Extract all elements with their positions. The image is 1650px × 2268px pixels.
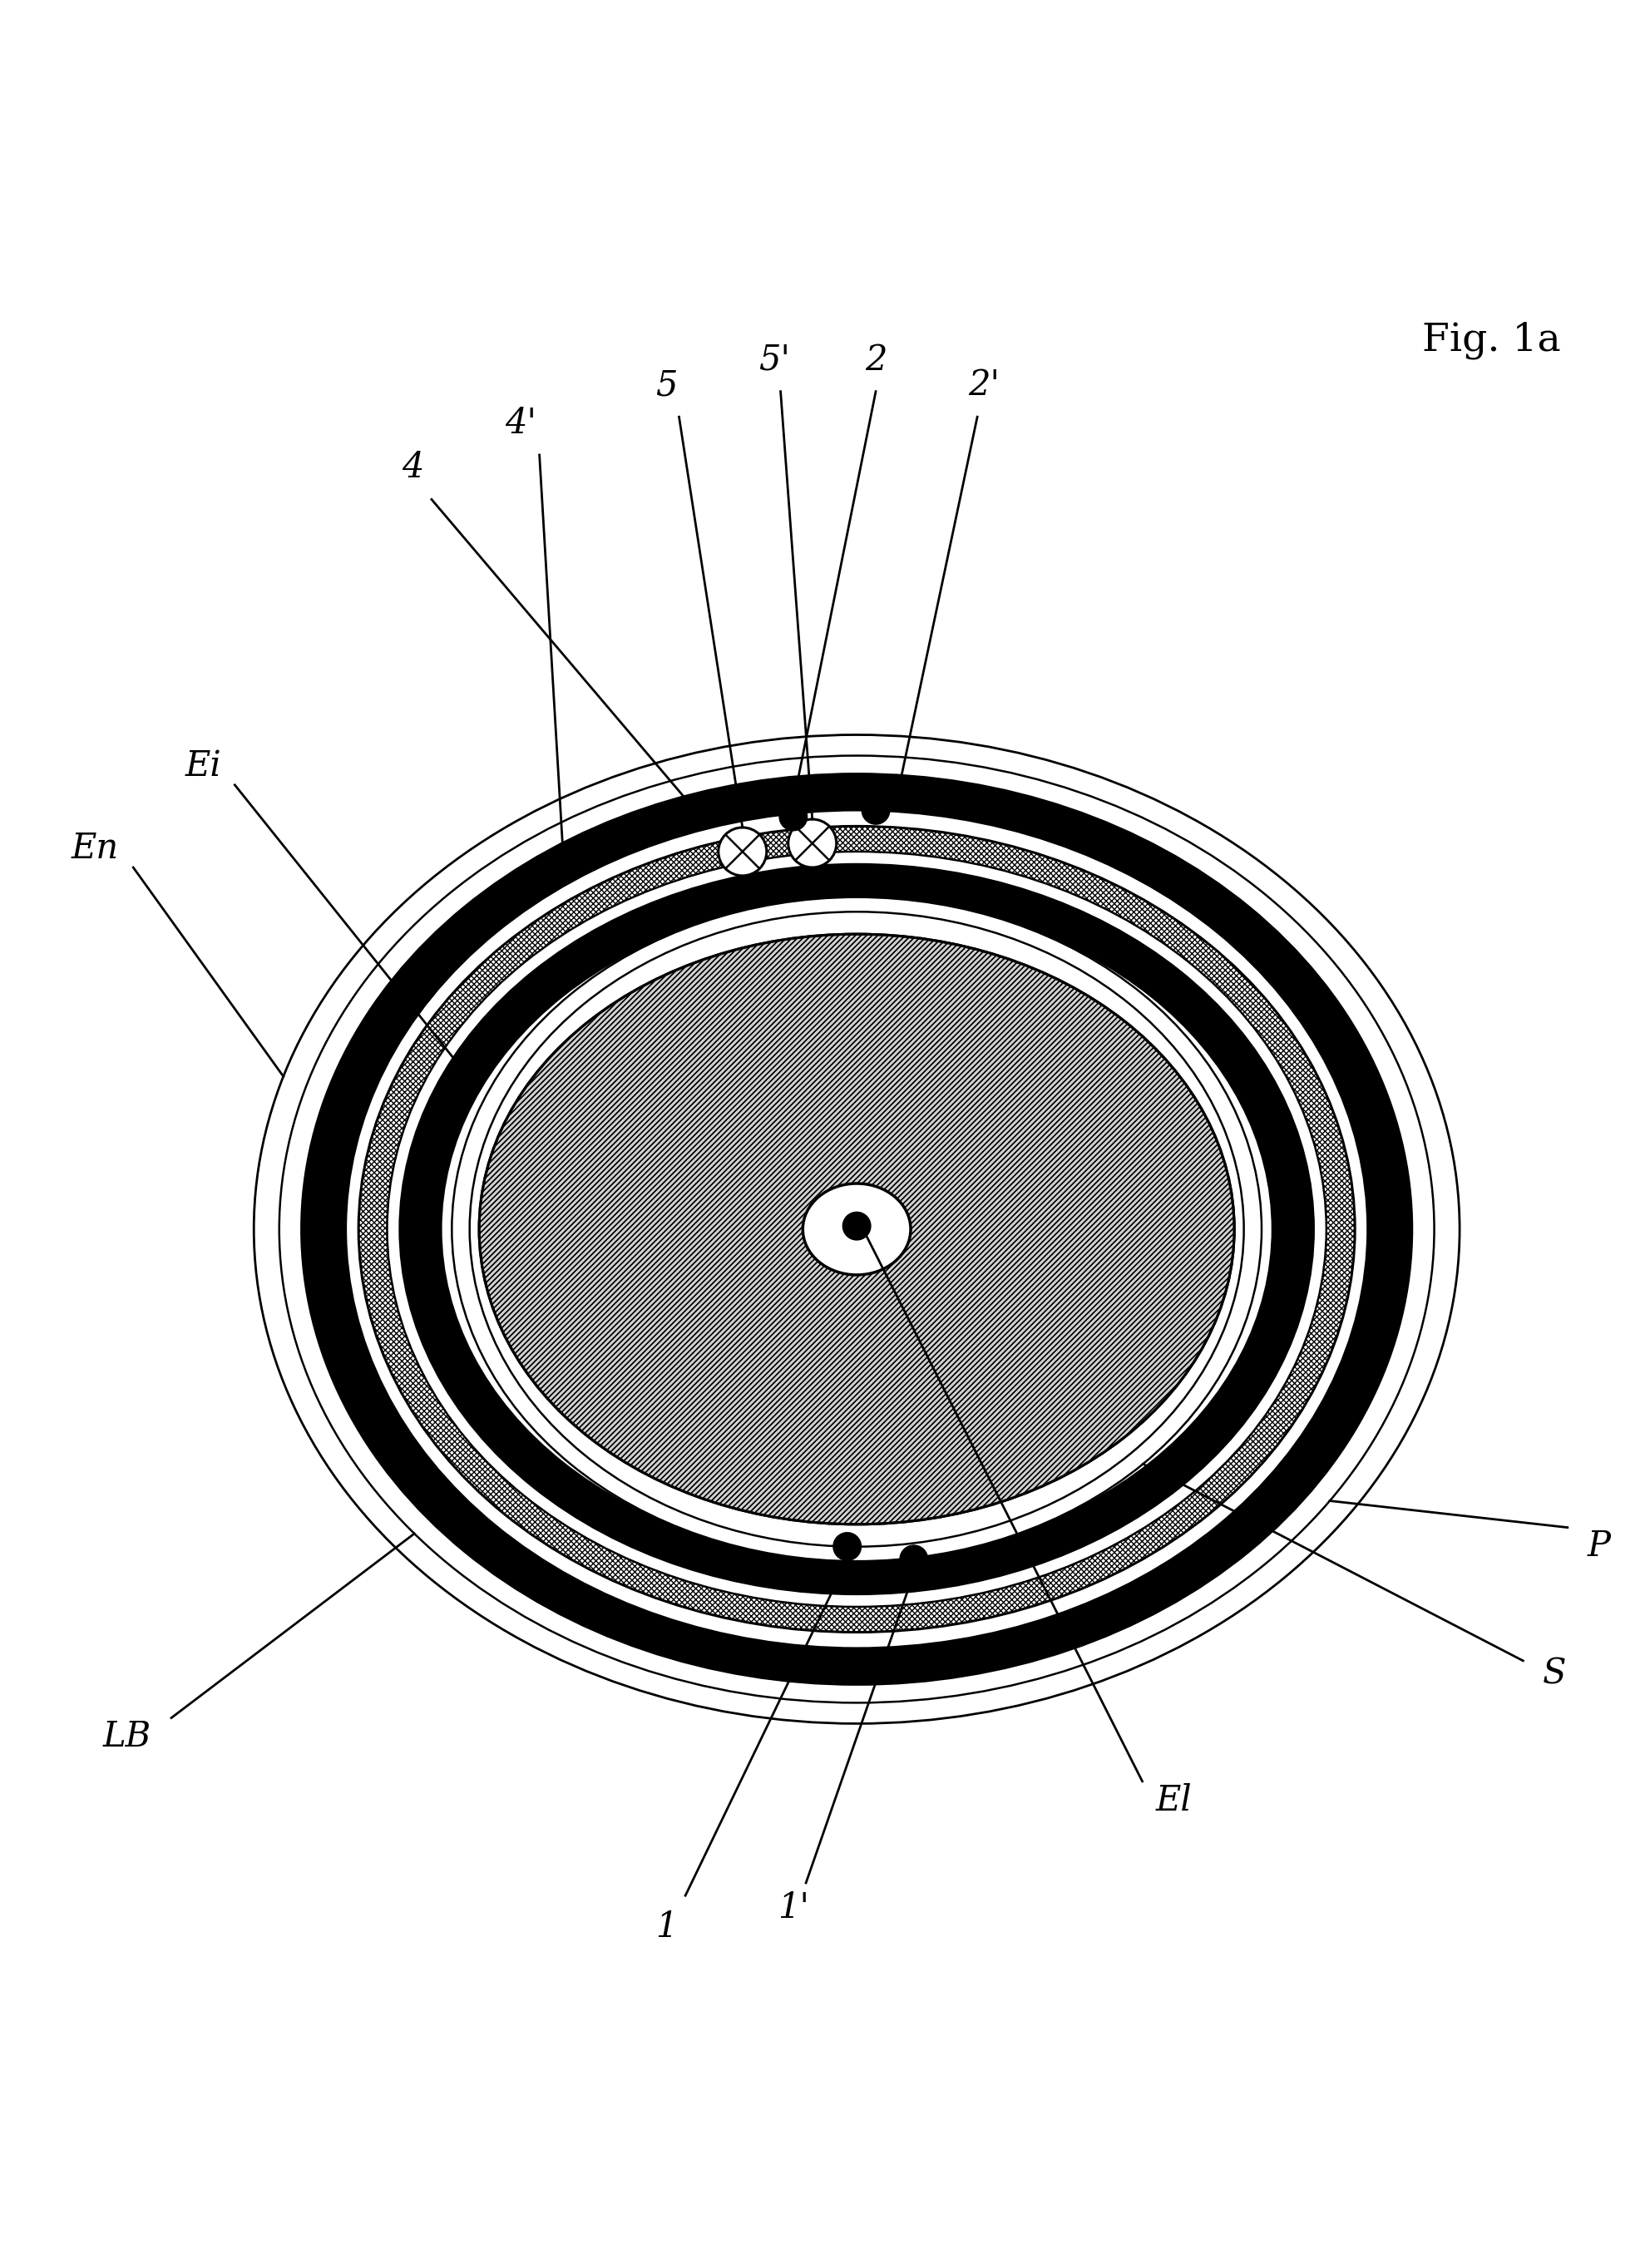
Ellipse shape (279, 755, 1434, 1703)
Ellipse shape (478, 934, 1234, 1524)
Text: P: P (1587, 1529, 1610, 1565)
Text: 5': 5' (759, 342, 790, 376)
Text: S: S (1543, 1656, 1566, 1692)
Text: 1: 1 (655, 1910, 678, 1944)
Ellipse shape (346, 810, 1368, 1649)
Ellipse shape (254, 735, 1460, 1724)
Ellipse shape (358, 826, 1355, 1633)
Ellipse shape (358, 826, 1355, 1633)
Text: Fig. 1a: Fig. 1a (1422, 322, 1561, 361)
Circle shape (861, 796, 889, 823)
Text: 1': 1' (777, 1892, 808, 1926)
Circle shape (779, 803, 807, 830)
Ellipse shape (478, 934, 1234, 1524)
Text: 2': 2' (969, 367, 1000, 404)
Text: 2: 2 (865, 342, 886, 376)
Text: Ei: Ei (185, 748, 221, 782)
Circle shape (888, 778, 916, 805)
Ellipse shape (399, 864, 1313, 1594)
Ellipse shape (223, 710, 1492, 1749)
Circle shape (833, 1533, 861, 1560)
Ellipse shape (302, 773, 1412, 1685)
Ellipse shape (452, 898, 1262, 1560)
Text: En: En (71, 830, 119, 866)
Text: 4': 4' (505, 406, 536, 440)
Ellipse shape (388, 850, 1327, 1606)
Text: 4: 4 (401, 449, 424, 485)
Text: El: El (1157, 1783, 1193, 1819)
Text: LB: LB (102, 1719, 152, 1755)
Circle shape (899, 1545, 927, 1574)
Ellipse shape (804, 1184, 911, 1275)
Circle shape (789, 819, 837, 866)
Circle shape (718, 828, 767, 875)
Text: 5: 5 (655, 367, 678, 404)
Circle shape (843, 1211, 871, 1241)
Circle shape (685, 801, 713, 828)
Ellipse shape (441, 898, 1272, 1558)
